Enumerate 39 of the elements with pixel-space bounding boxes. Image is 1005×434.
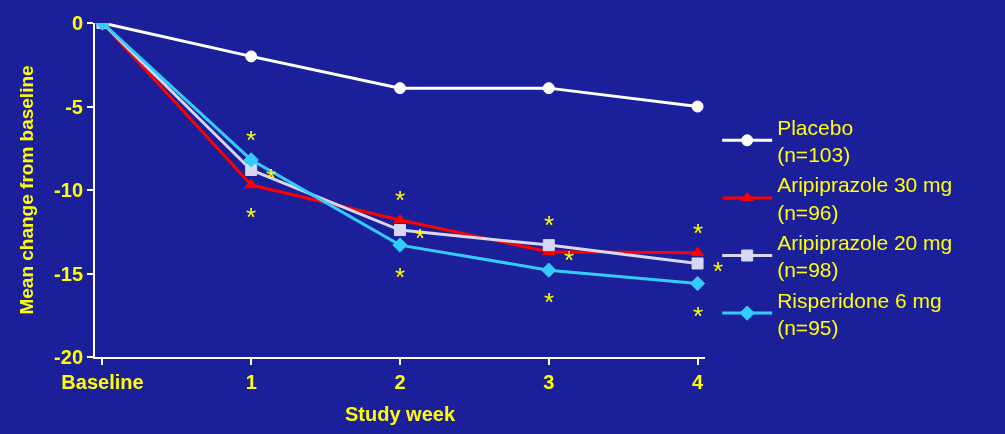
annotation: *: [564, 245, 575, 275]
point: [244, 178, 259, 189]
point: [691, 257, 704, 270]
y-axis-title: Mean change from baseline: [16, 65, 38, 315]
point: [392, 237, 408, 253]
y-tick-label: -20: [54, 346, 83, 368]
y-tick-label: -5: [65, 95, 83, 118]
point: [243, 152, 259, 168]
x-axis-title: Study week: [344, 403, 456, 425]
point: [541, 262, 557, 278]
legend-label: Aripiprazole 20 mg (n=98): [777, 231, 953, 282]
legend-label: Placebo (n=103): [777, 115, 854, 167]
annotation: *: [693, 301, 704, 331]
point: [691, 100, 704, 113]
annotation: *: [693, 218, 704, 248]
annotation: *: [544, 210, 555, 240]
x-tick-label: 4: [692, 371, 704, 393]
y-tick-label: -10: [54, 179, 83, 201]
point: [394, 224, 406, 237]
point: [689, 275, 705, 292]
point: [393, 214, 407, 224]
legend-label: Risperidone 6 mg (n=95): [777, 288, 942, 339]
annotation: *: [713, 256, 724, 286]
annotation: *: [395, 185, 406, 215]
x-tick-label: 2: [394, 371, 406, 393]
point: [394, 82, 406, 95]
y-tick-label: 0: [71, 12, 83, 34]
annotation: *: [395, 262, 406, 292]
annotation: *: [246, 125, 257, 155]
point: [542, 82, 555, 95]
x-tick-label: 3: [543, 371, 555, 393]
annotation: *: [544, 287, 555, 317]
annotation: *: [246, 202, 257, 232]
x-tick-label: Baseline: [61, 371, 144, 393]
y-tick-label: -15: [54, 262, 83, 285]
legend-label: Aripiprazole 30 mg (n=96): [777, 173, 953, 224]
point: [542, 239, 555, 252]
x-tick-label: 1: [245, 371, 257, 393]
point: [245, 50, 258, 63]
